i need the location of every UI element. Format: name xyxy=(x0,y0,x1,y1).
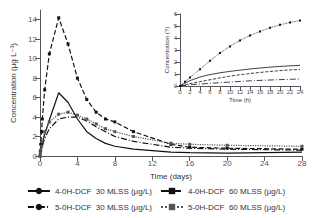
svg-text:4-0H-DCF 30 MLSS (μg/L): 4-0H-DCF 30 MLSS (μg/L) xyxy=(55,187,152,196)
svg-text:6: 6 xyxy=(33,93,38,102)
svg-text:10: 10 xyxy=(28,54,37,63)
svg-text:4: 4 xyxy=(198,89,202,95)
svg-text:4: 4 xyxy=(75,159,80,168)
svg-text:5-0H-DCF 60 MLSS (μg/L): 5-0H-DCF 60 MLSS (μg/L) xyxy=(188,203,285,212)
svg-text:4: 4 xyxy=(33,113,38,122)
svg-text:10: 10 xyxy=(227,89,234,95)
svg-text:28: 28 xyxy=(298,159,307,168)
svg-text:6: 6 xyxy=(174,11,178,17)
svg-text:4-0H-DCF 60 MLSS (μg/L): 4-0H-DCF 60 MLSS (μg/L) xyxy=(188,187,285,196)
svg-text:8: 8 xyxy=(33,74,38,83)
svg-text:24: 24 xyxy=(260,159,269,168)
svg-text:14: 14 xyxy=(247,89,254,95)
svg-text:5: 5 xyxy=(174,23,178,29)
svg-text:0: 0 xyxy=(178,89,182,95)
svg-text:18: 18 xyxy=(267,89,274,95)
svg-text:3: 3 xyxy=(174,47,178,53)
svg-text:5-0H-DCF 30 MLSS (μg/L): 5-0H-DCF 30 MLSS (μg/L) xyxy=(55,203,152,212)
svg-text:1: 1 xyxy=(174,71,178,77)
svg-text:0: 0 xyxy=(32,151,37,161)
svg-text:24: 24 xyxy=(297,89,304,95)
svg-text:Time (h): Time (h) xyxy=(229,97,251,103)
svg-text:0: 0 xyxy=(38,159,43,168)
svg-text:12: 12 xyxy=(237,89,244,95)
svg-text:16: 16 xyxy=(185,159,194,168)
svg-text:2: 2 xyxy=(174,59,178,65)
svg-text:4: 4 xyxy=(174,35,178,41)
svg-text:8: 8 xyxy=(113,159,118,168)
svg-text:6: 6 xyxy=(208,89,212,95)
svg-text:20: 20 xyxy=(277,89,284,95)
svg-text:20: 20 xyxy=(223,159,232,168)
svg-text:12: 12 xyxy=(28,35,37,44)
svg-text:Concentration (μg L⁻¹): Concentration (μg L⁻¹) xyxy=(9,43,18,123)
svg-text:16: 16 xyxy=(257,89,264,95)
svg-text:2: 2 xyxy=(33,132,38,141)
svg-text:12: 12 xyxy=(148,159,157,168)
svg-text:14: 14 xyxy=(28,15,37,24)
svg-text:Concentration (?): Concentration (?) xyxy=(164,27,170,73)
svg-text:Time (days): Time (days) xyxy=(150,172,192,181)
svg-text:0: 0 xyxy=(174,83,178,89)
svg-text:8: 8 xyxy=(218,89,222,95)
svg-text:22: 22 xyxy=(287,89,294,95)
svg-text:2: 2 xyxy=(188,89,192,95)
